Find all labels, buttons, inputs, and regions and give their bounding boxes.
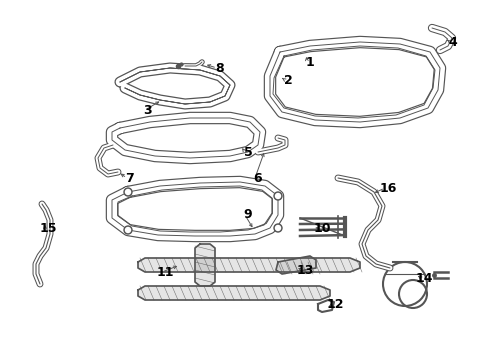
Text: 6: 6	[253, 171, 262, 184]
Circle shape	[275, 225, 280, 230]
Polygon shape	[195, 244, 215, 286]
Text: 13: 13	[296, 264, 313, 276]
Text: 16: 16	[379, 181, 396, 194]
Polygon shape	[275, 256, 315, 274]
Circle shape	[125, 228, 130, 233]
Text: 8: 8	[215, 62, 224, 75]
Text: 11: 11	[156, 266, 173, 279]
Circle shape	[273, 224, 282, 232]
Text: 1: 1	[305, 55, 314, 68]
Circle shape	[273, 192, 282, 200]
Text: 5: 5	[243, 145, 252, 158]
Text: 7: 7	[125, 171, 134, 184]
Circle shape	[125, 189, 130, 194]
Text: 4: 4	[447, 36, 456, 49]
Circle shape	[275, 194, 280, 198]
Text: 15: 15	[39, 221, 57, 234]
Circle shape	[124, 226, 132, 234]
Text: 2: 2	[283, 73, 292, 86]
Text: 9: 9	[243, 208, 252, 221]
Text: 12: 12	[325, 298, 343, 311]
Text: 3: 3	[143, 104, 152, 117]
Text: 10: 10	[313, 221, 330, 234]
Polygon shape	[138, 286, 329, 300]
Circle shape	[124, 188, 132, 196]
Polygon shape	[138, 258, 359, 272]
Text: 14: 14	[414, 271, 432, 284]
